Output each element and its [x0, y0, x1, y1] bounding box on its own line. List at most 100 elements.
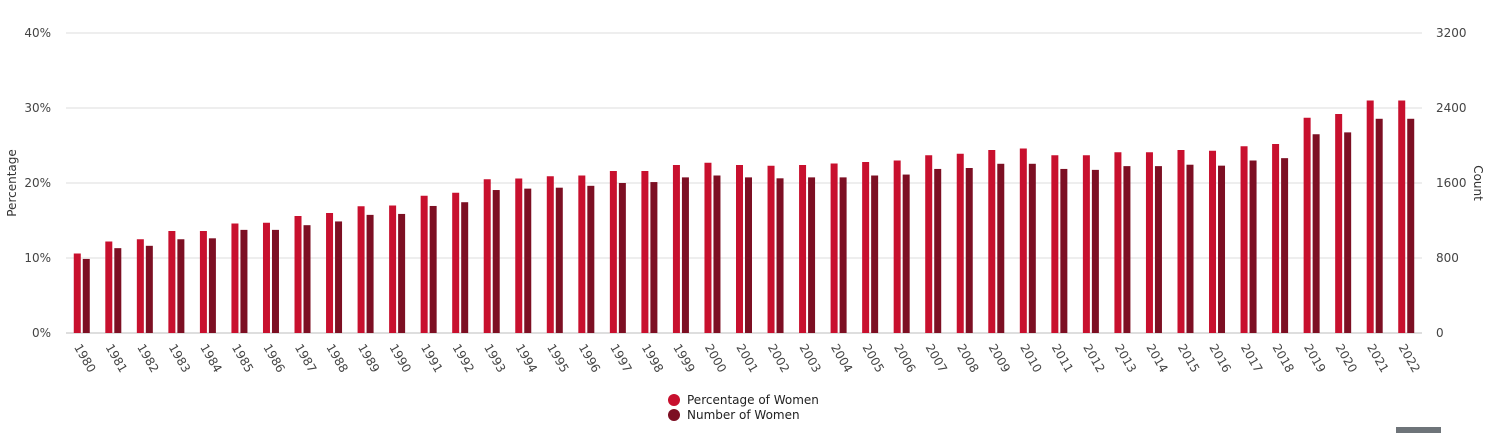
x-tick-label: 1995	[544, 342, 571, 375]
y-tick-label: 0%	[32, 326, 51, 340]
y-tick-label: 10%	[24, 251, 51, 265]
bar-percentage-2004	[830, 163, 838, 333]
x-tick-label: 1996	[576, 342, 603, 375]
grid-lines	[66, 32, 1422, 334]
x-tick-label: 1992	[450, 342, 477, 375]
bar-count-1982	[145, 245, 153, 333]
bar-percentage-2012	[1082, 155, 1090, 333]
x-tick-label: 2009	[986, 342, 1013, 375]
x-tick-label: 2017	[1238, 342, 1265, 375]
bar-count-1992	[461, 202, 469, 333]
bar-count-2001	[745, 177, 752, 333]
bar-percentage-2019	[1303, 117, 1311, 333]
x-tick-label: 1994	[513, 342, 540, 375]
bar-percentage-2020	[1335, 114, 1343, 333]
legend-swatch-percentage	[668, 393, 680, 406]
bar-count-2006	[902, 174, 910, 333]
x-tick-label: 2022	[1396, 342, 1423, 375]
bar-count-2000	[713, 175, 721, 333]
bar-percentage-1984	[199, 231, 207, 333]
bar-count-2004	[839, 177, 847, 333]
bar-count-2009	[997, 163, 1005, 333]
x-tick-label: 2002	[765, 342, 792, 375]
bar-percentage-1986	[262, 222, 270, 333]
bar-count-1985	[240, 229, 248, 333]
bar-count-2002	[776, 178, 784, 333]
legend-swatch-count	[668, 408, 680, 421]
bar-percentage-1990	[389, 205, 397, 333]
x-tick-label: 2020	[1333, 342, 1360, 375]
left-axis: 0% 10% 20% 30% 40%	[24, 26, 51, 340]
bar-percentage-1996	[578, 175, 586, 333]
x-tick-label: 2018	[1269, 342, 1296, 375]
bar-count-1981	[114, 248, 122, 333]
x-tick-label: 1999	[670, 342, 697, 375]
bar-count-2005	[871, 175, 879, 333]
x-tick-label: 2005	[860, 342, 887, 375]
bar-percentage-2002	[767, 165, 775, 333]
x-tick-label: 1987	[292, 342, 319, 375]
right-axis: 0 800 1600 2400 3200	[1436, 26, 1467, 340]
bar-percentage-1997	[609, 171, 617, 333]
y2-tick-label: 2400	[1436, 101, 1467, 115]
bar-percentage-2003	[799, 165, 807, 333]
bar-percentage-2008	[956, 153, 964, 333]
legend-item-percentage[interactable]: Percentage of Women	[668, 392, 819, 407]
legend-label-percentage: Percentage of Women	[687, 392, 819, 407]
y-tick-label: 40%	[24, 26, 51, 40]
bar-count-1998	[650, 182, 658, 333]
x-tick-label: 1985	[229, 342, 256, 375]
x-tick-label: 2016	[1206, 342, 1233, 375]
bar-percentage-2014	[1145, 152, 1153, 333]
x-tick-label: 2013	[1112, 342, 1139, 375]
bar-count-2015	[1186, 164, 1194, 333]
x-tick-label: 2007	[923, 342, 950, 375]
bar-percentage-1988	[326, 213, 334, 333]
x-tick-label: 1984	[197, 342, 224, 375]
bar-count-2014	[1154, 166, 1162, 333]
bar-percentage-1980	[73, 253, 81, 333]
bar-percentage-2022	[1398, 100, 1406, 333]
y2-tick-label: 3200	[1436, 26, 1467, 40]
x-tick-label: 1983	[166, 342, 193, 375]
x-tick-label: 2021	[1364, 342, 1391, 375]
x-tick-label: 1991	[418, 342, 445, 375]
y-tick-label: 30%	[24, 101, 51, 115]
y2-tick-label: 800	[1436, 251, 1459, 265]
bar-count-1980	[82, 258, 90, 333]
bar-count-1999	[681, 177, 689, 333]
bar-percentage-2016	[1209, 150, 1217, 333]
bar-count-1993	[492, 190, 500, 333]
bar-count-1988	[335, 221, 343, 333]
bar-percentage-1994	[515, 178, 523, 333]
bar-percentage-1989	[357, 206, 365, 333]
bar-percentage-1992	[452, 192, 460, 333]
bar-count-1989	[366, 214, 374, 333]
bar-percentage-2009	[988, 150, 996, 333]
bar-count-1987	[303, 225, 311, 333]
bar-percentage-2006	[893, 160, 901, 333]
legend-item-count[interactable]: Number of Women	[668, 407, 819, 422]
bar-percentage-1993	[483, 179, 491, 333]
bar-count-2008	[965, 168, 973, 333]
x-tick-label: 1990	[387, 342, 414, 375]
bar-percentage-2010	[1019, 148, 1027, 333]
bar-count-2020	[1344, 132, 1352, 333]
x-tick-label: 2014	[1143, 342, 1170, 375]
y2-axis-title: Count	[1471, 165, 1485, 201]
x-tick-label: 1993	[481, 342, 508, 375]
bar-count-2007	[934, 168, 942, 333]
bar-count-1995	[555, 187, 563, 333]
y2-tick-label: 0	[1436, 326, 1444, 340]
bar-count-2021	[1375, 118, 1383, 333]
x-axis: 1980 1981 1982 1983 1984 1985 1986 1987 1988 1989…	[71, 342, 1423, 375]
bar-count-2013	[1123, 166, 1131, 333]
legend-label-count: Number of Women	[687, 407, 800, 422]
x-tick-label: 1988	[323, 342, 350, 375]
bar-percentage-1999	[672, 165, 680, 333]
bar-percentage-1982	[136, 239, 144, 333]
scrollbar-thumb[interactable]	[1396, 427, 1441, 433]
bar-count-2011	[1060, 168, 1068, 333]
bar-count-1990	[398, 213, 406, 333]
y2-tick-label: 1600	[1436, 176, 1467, 190]
